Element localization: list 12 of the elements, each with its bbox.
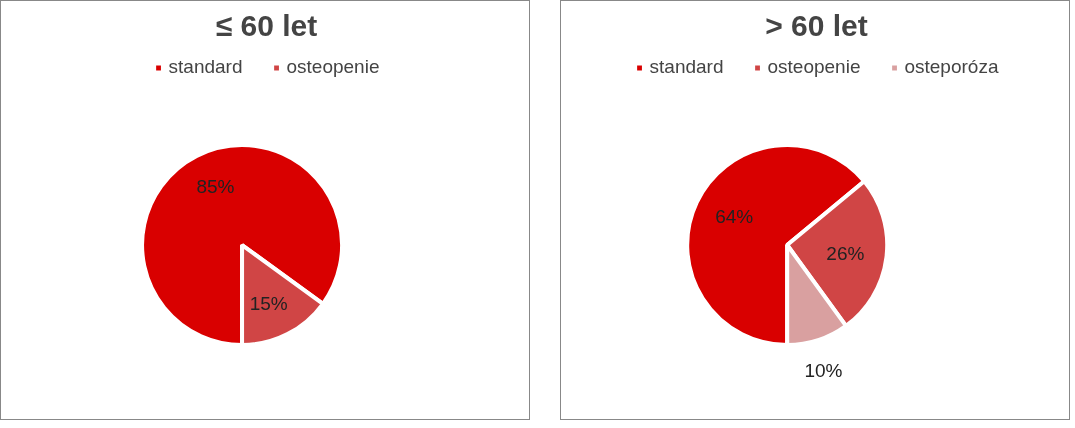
- data-label: 15%: [249, 293, 288, 315]
- legend-label: osteopenie: [286, 56, 380, 78]
- chart-title: > 60 let: [765, 8, 868, 42]
- legend-label: osteopenie: [767, 56, 861, 78]
- data-label: 64%: [715, 206, 754, 228]
- chart-title: ≤ 60 let: [215, 8, 318, 42]
- data-label: 85%: [196, 175, 235, 197]
- data-label: 26%: [826, 242, 865, 264]
- data-label: 10%: [804, 360, 843, 382]
- legend-label: standard: [168, 56, 243, 78]
- legend-label: standard: [649, 56, 724, 78]
- legend-label: osteporóza: [904, 56, 999, 78]
